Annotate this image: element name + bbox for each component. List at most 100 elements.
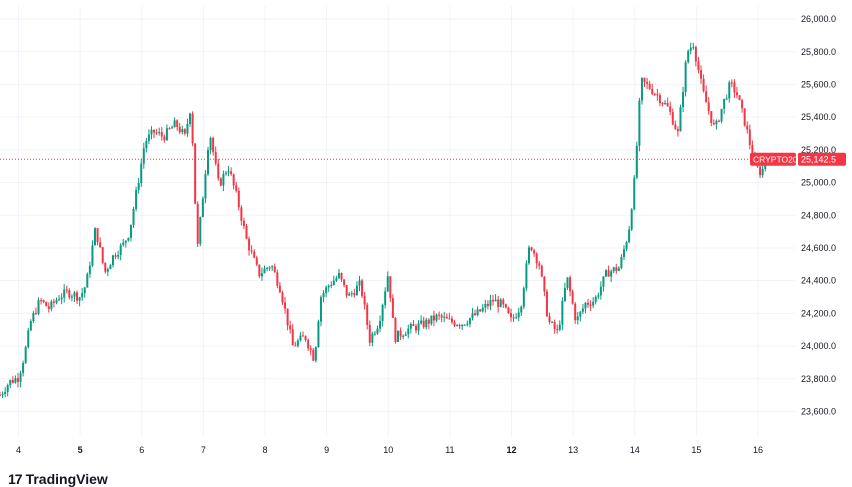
candle-body xyxy=(263,268,266,274)
candle-body xyxy=(653,93,656,95)
x-tick-label: 6 xyxy=(139,445,144,455)
candle-body xyxy=(676,129,679,132)
candle-body xyxy=(34,312,37,314)
candle-body xyxy=(150,129,153,135)
candle-body xyxy=(42,300,45,302)
candle-body xyxy=(430,315,433,324)
candle-body xyxy=(638,100,641,146)
candle-body xyxy=(715,120,718,125)
candle-body xyxy=(32,312,35,322)
candle-body xyxy=(643,77,646,83)
candle-body xyxy=(201,198,204,218)
candle-body xyxy=(78,297,81,301)
candle-body xyxy=(291,329,294,346)
candle-body xyxy=(525,263,528,289)
candle-body xyxy=(314,347,317,361)
candle-body xyxy=(445,316,448,319)
y-tick-label: 23,600.0 xyxy=(801,406,836,416)
tradingview-watermark[interactable]: 17 TradingView xyxy=(8,471,108,487)
candle-body xyxy=(268,267,271,269)
candle-body xyxy=(6,385,9,392)
candle-body xyxy=(723,98,726,109)
candle-body xyxy=(325,287,328,294)
candle-body xyxy=(70,296,73,298)
candle-body xyxy=(379,320,382,329)
y-tick-label: 25,600.0 xyxy=(801,79,836,89)
candle-body xyxy=(517,312,520,318)
candle-body xyxy=(456,325,459,327)
tradingview-wordmark: TradingView xyxy=(25,471,108,487)
candle-body xyxy=(22,363,25,374)
candle-body xyxy=(492,300,495,302)
y-tick-label: 26,000.0 xyxy=(801,14,836,24)
candle-body xyxy=(561,300,564,325)
candle-body xyxy=(630,209,633,230)
candle-body xyxy=(581,308,584,312)
candle-body xyxy=(96,228,99,243)
candle-body xyxy=(438,314,441,316)
candle-body xyxy=(50,301,53,309)
candle-body xyxy=(443,316,446,318)
candle-body xyxy=(761,168,764,176)
candle-body xyxy=(142,148,145,164)
candle-body xyxy=(615,267,618,271)
candle-body xyxy=(507,307,510,314)
candle-body xyxy=(499,299,502,307)
y-tick-label: 23,800.0 xyxy=(801,374,836,384)
candle-body xyxy=(700,70,703,79)
candle-body xyxy=(240,207,243,221)
candle-body xyxy=(566,277,569,289)
candle-body xyxy=(466,323,469,325)
candle-body xyxy=(147,134,150,141)
price-axis[interactable]: 23,600.0 23,800.0 24,000.0 24,200.0 24,400.0… xyxy=(801,14,836,416)
y-tick-label: 25,000.0 xyxy=(801,178,836,188)
candle-body xyxy=(489,300,492,307)
candle-body xyxy=(114,255,117,257)
candle-body xyxy=(171,127,174,129)
x-tick-label: 10 xyxy=(383,445,393,455)
candle-body xyxy=(397,330,400,342)
candle-body xyxy=(11,379,14,383)
candle-body xyxy=(610,271,613,277)
x-tick-label: 4 xyxy=(16,445,21,455)
candle-body xyxy=(299,335,302,341)
candle-body xyxy=(540,265,543,277)
candle-body xyxy=(571,291,574,304)
candle-body xyxy=(651,88,654,94)
candle-body xyxy=(574,303,577,321)
candle-body xyxy=(106,269,109,272)
candle-body xyxy=(509,313,512,318)
candle-body xyxy=(196,203,199,244)
candle-body xyxy=(558,324,561,330)
candle-body xyxy=(29,321,32,331)
candle-body xyxy=(746,125,749,130)
candle-body xyxy=(58,299,61,301)
candle-body xyxy=(497,299,500,307)
candle-body xyxy=(253,251,256,258)
candle-body xyxy=(284,302,287,309)
candle-body xyxy=(209,137,212,151)
time-axis[interactable]: 4 5 6 7 8 9 10 11 12 13 14 15 16 xyxy=(16,445,763,455)
candle-body xyxy=(322,293,325,298)
candle-body xyxy=(522,288,525,307)
candle-body xyxy=(407,328,410,335)
candle-body xyxy=(255,257,258,265)
candle-body xyxy=(371,333,374,343)
candle-body xyxy=(181,129,184,133)
candle-body xyxy=(16,378,19,382)
candle-body xyxy=(692,47,695,49)
candle-body xyxy=(373,333,376,335)
candle-body xyxy=(391,297,394,318)
candle-body xyxy=(697,61,700,71)
candle-body xyxy=(381,304,384,321)
candle-body xyxy=(65,289,68,291)
x-tick-label: 5 xyxy=(78,445,83,455)
candle-body xyxy=(748,129,751,145)
candle-body xyxy=(278,285,281,293)
candle-body xyxy=(296,340,299,346)
candle-body xyxy=(471,313,474,319)
candle-body xyxy=(361,280,364,296)
candle-body xyxy=(556,329,559,331)
x-tick-label: 11 xyxy=(445,445,454,455)
